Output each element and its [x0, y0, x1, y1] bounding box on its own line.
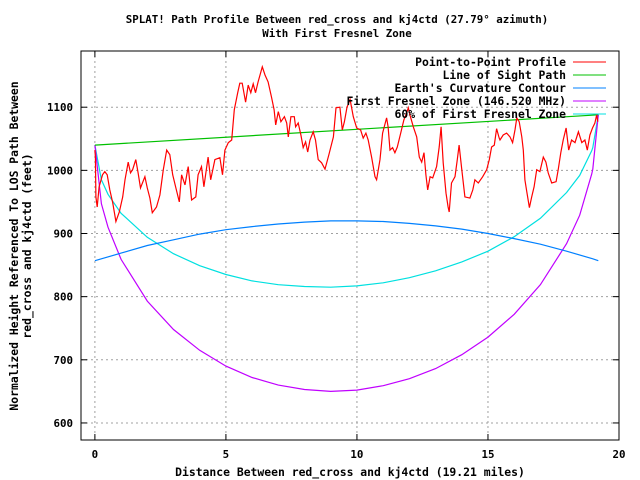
- legend-label: 60% of First Fresnel Zone: [395, 107, 567, 121]
- x-tick-label: 10: [350, 448, 363, 461]
- legend-label: Line of Sight Path: [443, 68, 566, 82]
- fresnel-zone-line: [94, 114, 599, 393]
- fresnel-60-line: [94, 114, 599, 288]
- x-tick-label: 20: [612, 448, 625, 461]
- legend-item-los: Line of Sight Path: [443, 68, 606, 82]
- x-tick-label: 5: [223, 448, 230, 461]
- chart-subtitle: With First Fresnel Zone: [262, 27, 412, 40]
- series-group: [94, 64, 599, 393]
- legend-label: Point-to-Point Profile: [415, 55, 566, 69]
- legend-item-profile: Point-to-Point Profile: [415, 55, 606, 69]
- legend-label: Earth's Curvature Contour: [395, 81, 567, 95]
- y-tick-label: 800: [53, 291, 73, 304]
- legend-label: First Fresnel Zone (146.520 MHz): [347, 94, 566, 108]
- legend-item-fresnel-60: 60% of First Fresnel Zone: [395, 107, 606, 121]
- x-axis-label: Distance Between red_cross and kj4ctd (1…: [175, 465, 525, 480]
- legend-item-curvature: Earth's Curvature Contour: [395, 81, 606, 95]
- y-tick-label: 1000: [47, 164, 73, 177]
- line-of-sight-line: [94, 114, 599, 146]
- legend-item-fresnel: First Fresnel Zone (146.520 MHz): [347, 94, 606, 108]
- y-tick-label: 600: [53, 417, 73, 430]
- x-tick-label: 15: [481, 448, 494, 461]
- y-axis-label-line1: Normalized Height Referenced To LOS Path…: [7, 81, 21, 410]
- chart-title: SPLAT! Path Profile Between red_cross an…: [126, 13, 549, 26]
- y-axis-label-line2: red_cross and kj4ctd (feet): [20, 153, 35, 338]
- y-tick-label: 900: [53, 228, 73, 241]
- legend: Point-to-Point Profile Line of Sight Pat…: [347, 55, 606, 121]
- earth-curvature-line: [94, 220, 599, 262]
- y-tick-label: 700: [53, 354, 73, 367]
- terrain-profile-line: [94, 64, 599, 224]
- x-tick-label: 0: [92, 448, 99, 461]
- plot-border: [80, 50, 620, 441]
- y-tick-label: 1100: [47, 101, 73, 114]
